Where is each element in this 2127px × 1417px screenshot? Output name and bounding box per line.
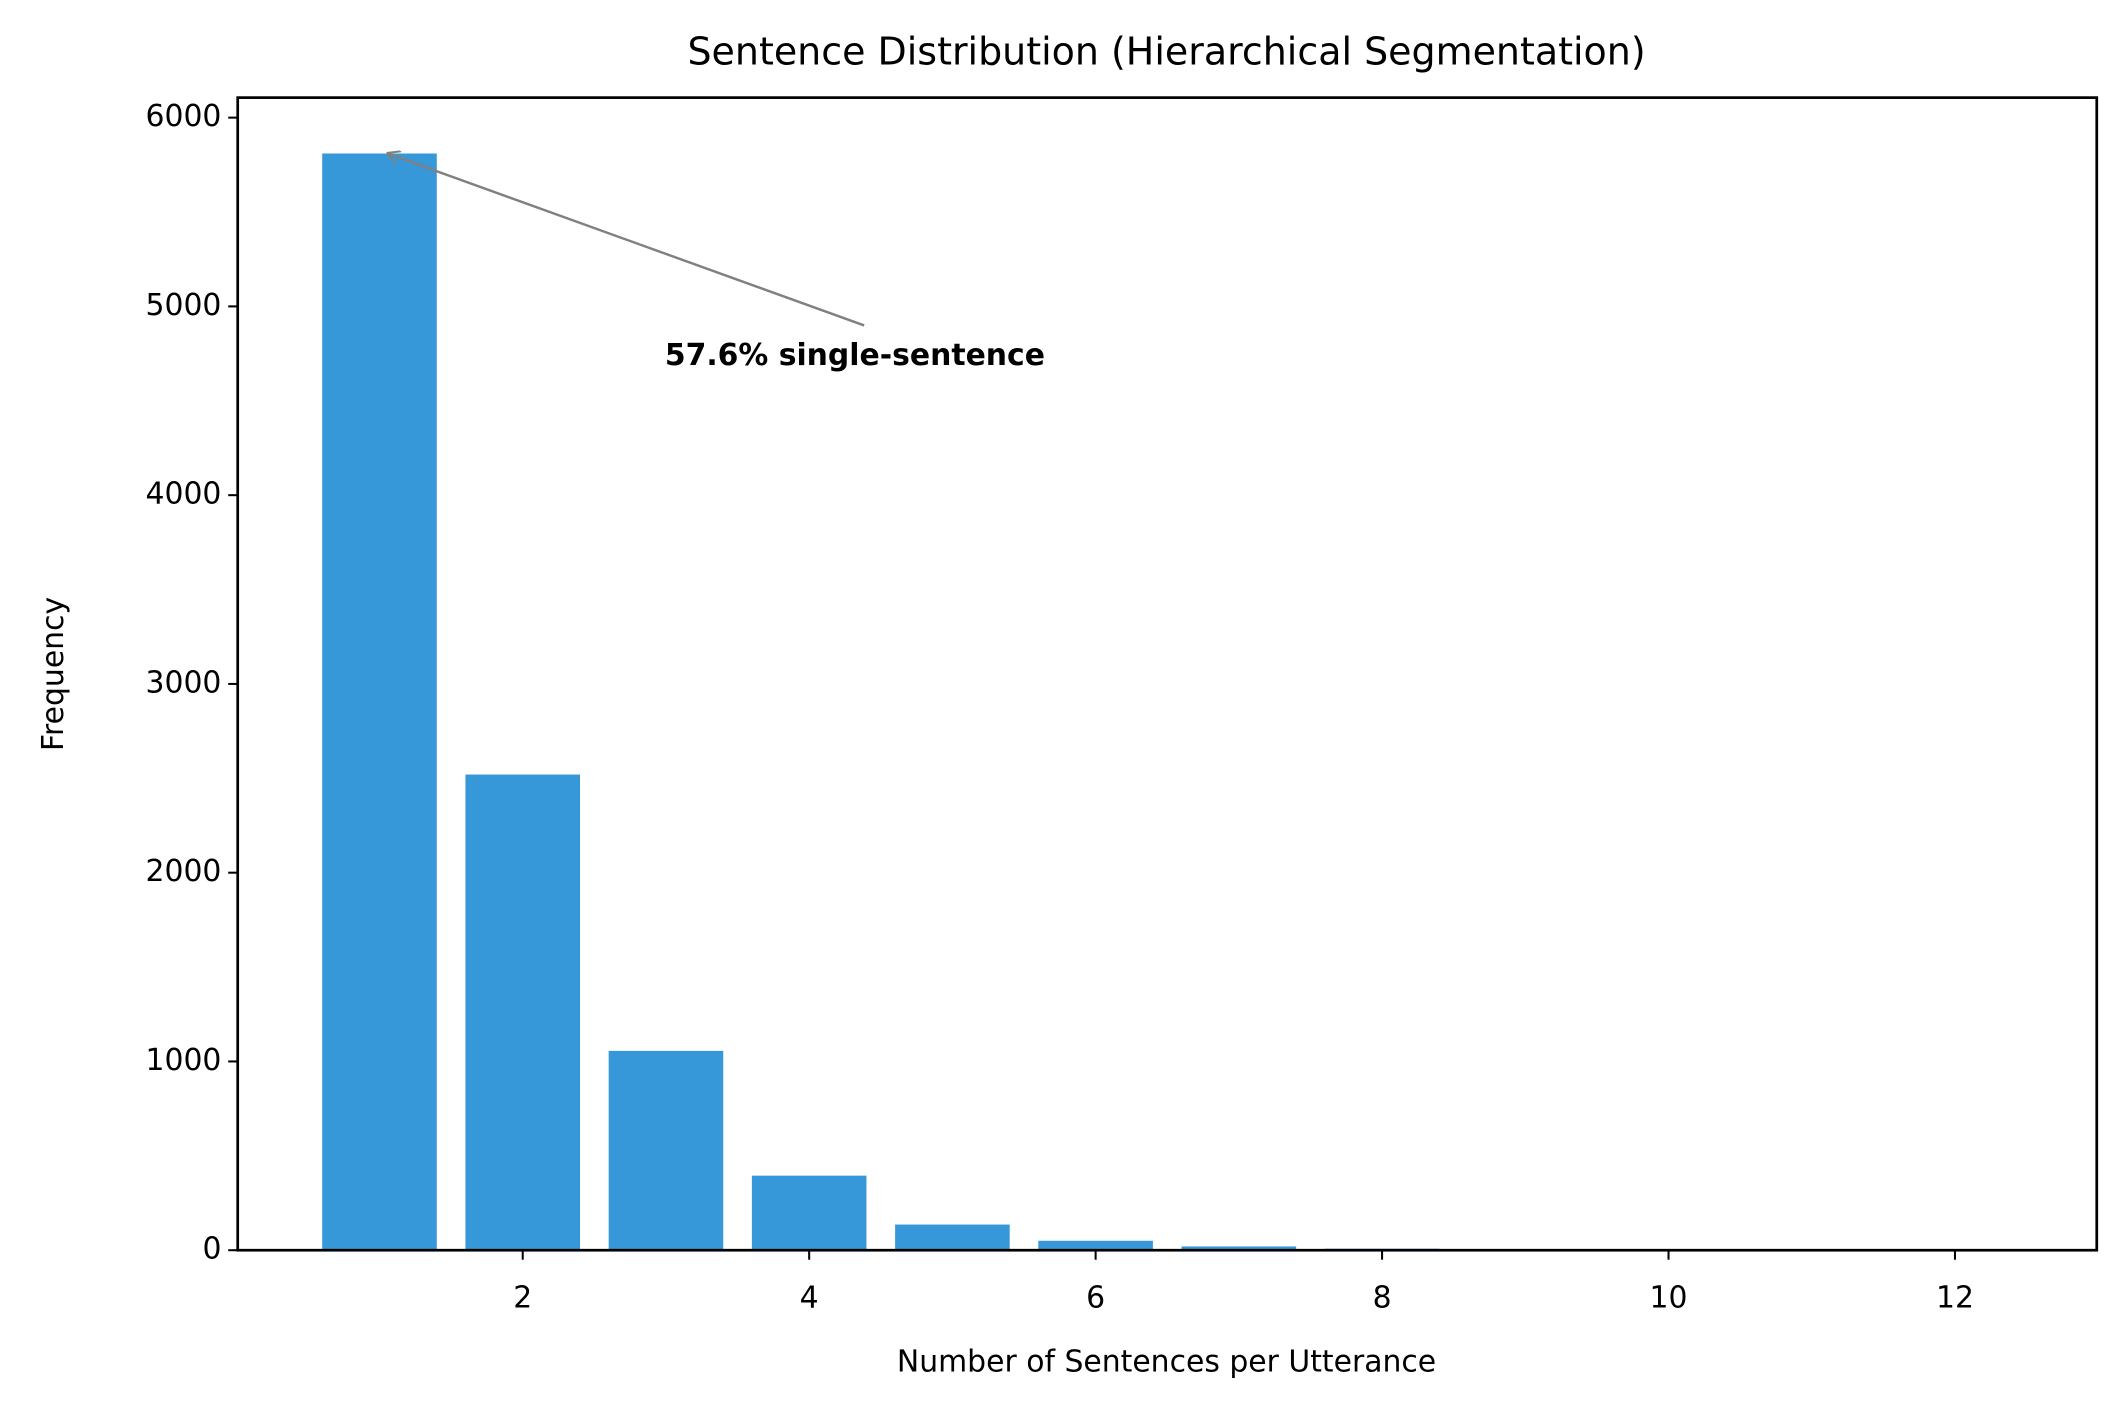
bar (1038, 1240, 1153, 1251)
x-tick-label: 6 (1086, 1281, 1105, 1316)
x-tick-label: 4 (800, 1281, 819, 1316)
bar (751, 1175, 867, 1251)
annotation-arrow (388, 154, 865, 327)
bar (322, 153, 437, 1251)
y-tick-label: 1000 (146, 1043, 222, 1078)
x-tick-label: 10 (1650, 1281, 1688, 1316)
chart-title: Sentence Distribution (Hierarchical Segm… (687, 30, 1645, 74)
bar (465, 774, 581, 1251)
x-tick-label: 2 (513, 1281, 532, 1316)
bar (895, 1224, 1010, 1251)
y-tick-label: 6000 (146, 99, 222, 134)
bar (608, 1050, 724, 1251)
y-tick-label: 5000 (146, 288, 222, 323)
y-tick-label: 4000 (146, 477, 222, 512)
y-tick-label: 0 (202, 1232, 221, 1267)
plot-frame (236, 96, 2099, 1252)
bar (1181, 1246, 1297, 1251)
x-axis-label: Number of Sentences per Utterance (897, 1344, 1436, 1379)
x-tick-label: 8 (1373, 1281, 1392, 1316)
annotation: 57.6% single-sentence (665, 338, 1045, 373)
x-tick-label: 12 (1936, 1281, 1974, 1316)
y-axis-label: Frequency (36, 597, 71, 751)
y-tick-label: 2000 (146, 854, 222, 889)
y-tick-label: 3000 (146, 665, 222, 700)
